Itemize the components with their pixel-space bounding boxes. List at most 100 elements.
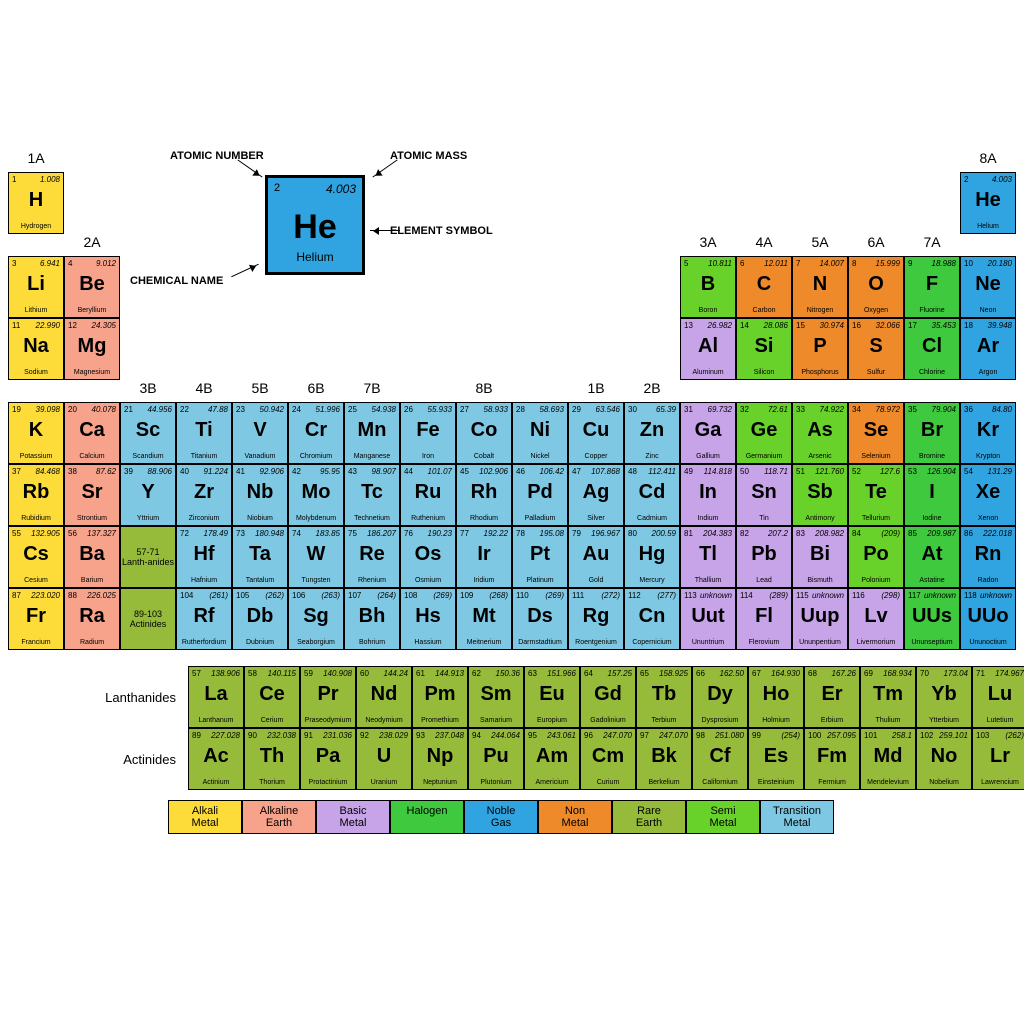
period-row: 55132.905CsCesium56137.327BaBarium57-71L… xyxy=(8,526,1016,588)
atomic-number: 72 xyxy=(180,529,189,538)
group-label: 7B xyxy=(344,380,400,402)
atomic-number: 86 xyxy=(964,529,973,538)
atomic-number: 56 xyxy=(68,529,77,538)
element-cell: 1326.982AlAluminum xyxy=(680,318,736,380)
atomic-number: 64 xyxy=(584,669,593,678)
element-name: Meitnerium xyxy=(457,639,511,646)
element-name: Radon xyxy=(961,577,1015,584)
element-name: Indium xyxy=(681,515,735,522)
element-cell: 2758.933CoCobalt xyxy=(456,402,512,464)
element-cell: 77192.22IrIridium xyxy=(456,526,512,588)
group-label: 1B xyxy=(568,380,624,402)
element-cell: 110(269)DsDarmstadtium xyxy=(512,588,568,650)
atomic-mass: 101.07 xyxy=(428,467,452,476)
element-symbol: Cu xyxy=(569,419,623,442)
atomic-mass: 39.948 xyxy=(988,321,1012,330)
element-name: Tin xyxy=(737,515,791,522)
atomic-mass: 28.086 xyxy=(764,321,788,330)
element-name: Darmstadtium xyxy=(513,639,567,646)
legend-item: NonMetal xyxy=(538,800,612,834)
atomic-number: 14 xyxy=(740,321,749,330)
element-name: Nitrogen xyxy=(793,307,847,314)
atomic-mass: 247.070 xyxy=(603,731,632,740)
atomic-mass: (289) xyxy=(769,591,788,600)
atomic-number: 6 xyxy=(740,259,744,268)
element-symbol: Cf xyxy=(693,745,747,768)
element-name: Radium xyxy=(65,639,119,646)
element-cell: 70173.04YbYtterbium xyxy=(916,666,972,728)
atomic-mass: 40.078 xyxy=(92,405,116,414)
atomic-mass: 118.71 xyxy=(764,467,788,476)
atomic-mass: 35.453 xyxy=(932,321,956,330)
group-label xyxy=(680,150,736,172)
element-cell: 1839.948ArArgon xyxy=(960,318,1016,380)
atomic-number: 41 xyxy=(236,467,245,476)
element-symbol: Po xyxy=(849,543,903,566)
element-cell: 1735.453ClChlorine xyxy=(904,318,960,380)
atomic-number: 108 xyxy=(404,591,417,600)
element-name: Berkelium xyxy=(637,779,691,786)
element-symbol: Y xyxy=(121,481,175,504)
element-symbol: I xyxy=(905,481,959,504)
element-symbol: Th xyxy=(245,745,299,768)
element-cell: 71174.967LuLutetium xyxy=(972,666,1024,728)
element-cell: 1122.990NaSodium xyxy=(8,318,64,380)
atomic-mass: (264) xyxy=(377,591,396,600)
element-symbol: Cr xyxy=(289,419,343,442)
atomic-mass: 144.913 xyxy=(435,669,464,678)
lanthanides-row: Lanthanides 57138.906LaLanthanum58140.11… xyxy=(68,666,1016,728)
element-name: Praseodymium xyxy=(301,717,355,724)
element-symbol: Hs xyxy=(401,605,455,628)
element-cell: 80200.59HgMercury xyxy=(624,526,680,588)
element-name: Neon xyxy=(961,307,1015,314)
element-cell: 44101.07RuRuthenium xyxy=(400,464,456,526)
atomic-number: 117 xyxy=(908,591,921,600)
element-name: Tungsten xyxy=(289,577,343,584)
element-cell: 52127.6TeTellurium xyxy=(848,464,904,526)
group-label xyxy=(960,234,1016,256)
key-label-atomic-number: ATOMIC NUMBER xyxy=(170,150,264,162)
atomic-mass: 44.956 xyxy=(148,405,172,414)
element-symbol: Lu xyxy=(973,683,1024,706)
atomic-number: 20 xyxy=(68,405,77,414)
atomic-number: 71 xyxy=(976,669,985,678)
atomic-number: 91 xyxy=(304,731,313,740)
element-cell: 1020.180NeNeon xyxy=(960,256,1016,318)
element-symbol: Pd xyxy=(513,481,567,504)
atomic-number: 113 xyxy=(684,591,697,600)
atomic-mass: 112.411 xyxy=(648,467,676,476)
atomic-number: 116 xyxy=(852,591,865,600)
group-label xyxy=(904,380,960,402)
group-label xyxy=(792,150,848,172)
atomic-mass: 30.974 xyxy=(820,321,844,330)
element-symbol: Mg xyxy=(65,335,119,358)
element-cell: 4398.907TcTechnetium xyxy=(344,464,400,526)
atomic-number: 87 xyxy=(12,591,21,600)
element-symbol: In xyxy=(681,481,735,504)
element-name: Americium xyxy=(525,779,579,786)
element-name: Gold xyxy=(569,577,623,584)
legend-item: SemiMetal xyxy=(686,800,760,834)
group-label xyxy=(792,380,848,402)
element-name: Germanium xyxy=(737,453,791,460)
element-cell: 96247.070CmCurium xyxy=(580,728,636,790)
element-cell: 51121.760SbAntimony xyxy=(792,464,848,526)
element-symbol: O xyxy=(849,273,903,296)
element-symbol: Ne xyxy=(961,273,1015,296)
atomic-number: 78 xyxy=(516,529,525,538)
legend-item: AlkaliMetal xyxy=(168,800,242,834)
atomic-mass: 58.693 xyxy=(540,405,564,414)
atomic-number: 38 xyxy=(68,467,77,476)
atomic-mass: 138.906 xyxy=(211,669,240,678)
atomic-mass: 65.39 xyxy=(656,405,676,414)
element-name: Erbium xyxy=(805,717,859,724)
atomic-mass: 22.990 xyxy=(36,321,60,330)
element-name: Neptunium xyxy=(413,779,467,786)
element-symbol: No xyxy=(917,745,971,768)
element-cell: 55132.905CsCesium xyxy=(8,526,64,588)
group-label: 8A xyxy=(960,150,1016,172)
atomic-number: 27 xyxy=(460,405,469,414)
element-name: Iodine xyxy=(905,515,959,522)
element-name: Krypton xyxy=(961,453,1015,460)
element-cell: 113unknownUutUnuntrium xyxy=(680,588,736,650)
